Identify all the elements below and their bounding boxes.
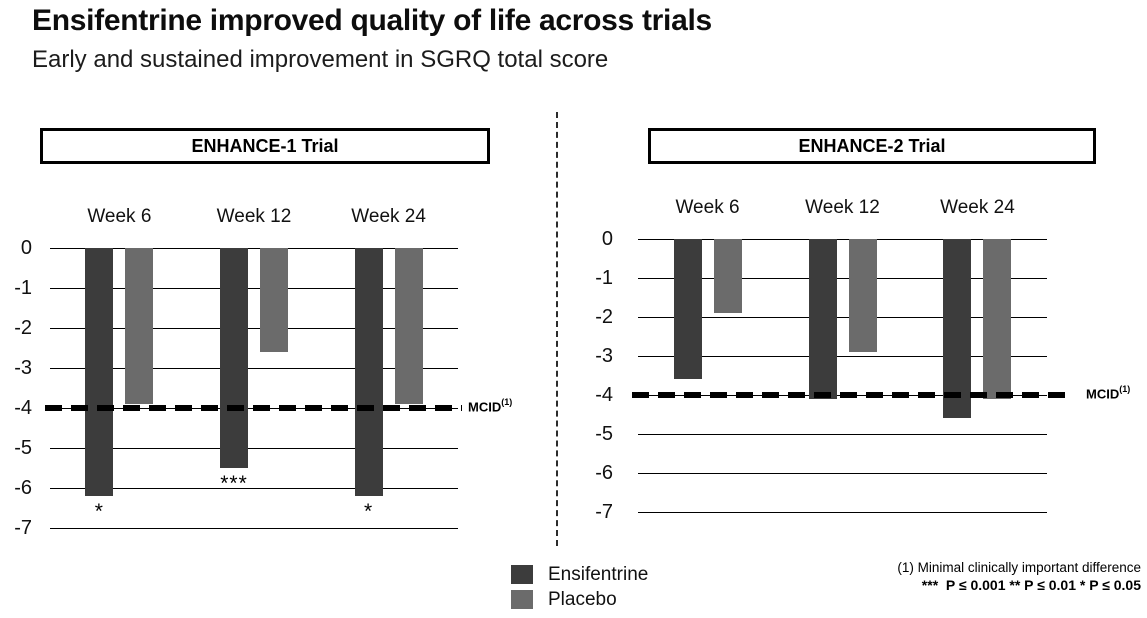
bar-placebo-week-24 (394, 248, 423, 404)
pvalue-footnote: *** P ≤ 0.001 ** P ≤ 0.01 * P ≤ 0.05 (921, 577, 1141, 593)
gridline (50, 448, 458, 449)
bar-ensifentrine-week-12 (220, 248, 248, 468)
bar-placebo-week-24 (983, 239, 1012, 399)
gridline (50, 328, 458, 329)
panel-divider-dashed-line (556, 112, 558, 546)
mcid-footnote: (1) Minimal clinically important differe… (897, 560, 1141, 575)
gridline (638, 356, 1047, 357)
y-axis-tick-label: 0 (601, 228, 613, 250)
significance-marker-week-6: * (94, 500, 104, 523)
mcid-reference-line (632, 392, 1065, 398)
gridline (638, 317, 1047, 318)
enhance-2-chart: 0 -1 -2 -3 -4 -5 -6 -7 Week 6 Week 12 Week 24 MCID(… (595, 197, 1130, 523)
y-axis-tick-label: -2 (14, 317, 32, 339)
gridline (638, 278, 1047, 279)
bar-placebo-week-12 (848, 239, 877, 353)
gridline (638, 512, 1047, 513)
significance-marker-week-24: * (364, 500, 374, 523)
legend: Ensifentrine Placebo (511, 563, 648, 613)
page-subtitle: Early and sustained improvement in SGRQ … (32, 46, 609, 73)
x-category-label-week-24: Week 24 (351, 206, 426, 227)
y-axis-tick-label: -5 (14, 437, 32, 459)
legend-label: Ensifentrine (548, 563, 649, 585)
y-axis-tick-label: -3 (595, 345, 613, 367)
gridline (638, 239, 1047, 240)
y-axis-tick-label: -5 (595, 423, 613, 445)
y-axis-tick-label: -7 (595, 501, 613, 523)
page-title: Ensifentrine improved quality of life ac… (32, 4, 712, 37)
x-category-label-week-24: Week 24 (940, 197, 1015, 218)
bar-ensifentrine-week-6 (673, 239, 702, 380)
bar-ensifentrine-week-12 (808, 239, 837, 399)
enhance-1-trial-header: ENHANCE-1 Trial (40, 128, 490, 164)
legend-item-placebo: Placebo (511, 588, 648, 611)
mcid-reference-line (45, 405, 462, 411)
y-axis-tick-label: -1 (14, 277, 32, 299)
bar-ensifentrine-week-24 (943, 239, 972, 419)
bar-ensifentrine-week-6 (85, 248, 114, 496)
placebo-color-swatch (511, 590, 533, 609)
gridline (50, 528, 458, 529)
gridline (638, 473, 1047, 474)
mcid-label: MCID(1) (1086, 384, 1131, 402)
bar-ensifentrine-week-24 (354, 248, 383, 496)
y-axis-tick-label: -2 (595, 306, 613, 328)
gridline (50, 368, 458, 369)
x-category-label-week-12: Week 12 (805, 197, 880, 218)
x-category-label-week-12: Week 12 (216, 206, 292, 227)
bar-placebo-week-6 (713, 239, 742, 314)
significance-marker-week-12: *** (220, 472, 248, 495)
legend-label: Placebo (548, 588, 617, 610)
bar-placebo-week-6 (125, 248, 154, 404)
enhance-1-chart: 0 -1 -2 -3 -4 -5 -6 -7 Week 6 Week 12 Week 24 * *** *… (14, 206, 512, 539)
y-axis-tick-label: -3 (14, 357, 32, 379)
x-category-label-week-6: Week 6 (87, 206, 152, 227)
gridline (50, 488, 458, 489)
gridline (638, 434, 1047, 435)
mcid-label: MCID(1) (468, 397, 513, 415)
bar-placebo-week-12 (260, 248, 288, 352)
y-axis-tick-label: -7 (14, 517, 32, 539)
gridline (50, 248, 458, 249)
y-axis-tick-label: -4 (595, 384, 613, 406)
footnotes: (1) Minimal clinically important differe… (897, 560, 1141, 593)
y-axis-tick-label: -6 (14, 477, 32, 499)
enhance-2-trial-header: ENHANCE-2 Trial (648, 128, 1096, 164)
gridline (50, 288, 458, 289)
legend-item-ensifentrine: Ensifentrine (511, 563, 648, 586)
y-axis-tick-label: -4 (14, 397, 32, 419)
y-axis-tick-label: -1 (595, 267, 613, 289)
y-axis-tick-label: -6 (595, 462, 613, 484)
x-category-label-week-6: Week 6 (675, 197, 740, 218)
ensifentrine-color-swatch (511, 565, 533, 584)
y-axis-tick-label: 0 (20, 237, 32, 259)
